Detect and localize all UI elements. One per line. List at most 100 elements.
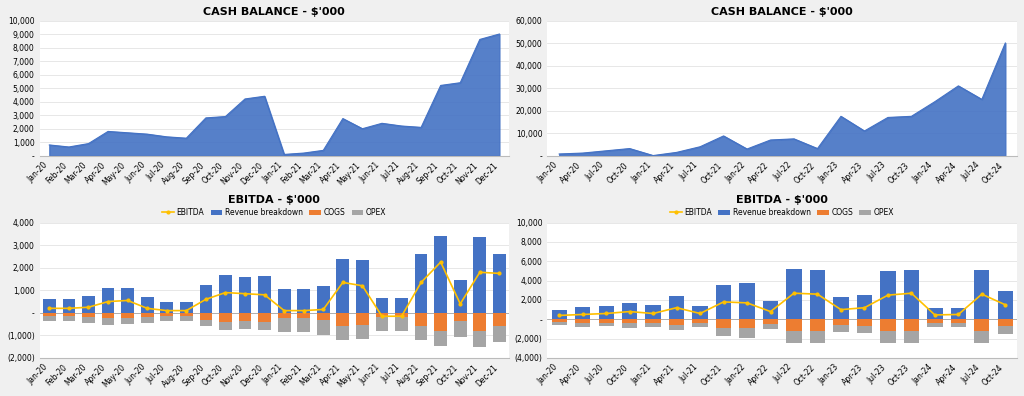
Title: EBITDA - $'000: EBITDA - $'000 [736,195,828,205]
Bar [356,325,369,339]
EBITDA [356,284,369,288]
Bar [239,321,251,329]
Bar [141,317,154,323]
Bar [904,319,919,331]
Bar [297,289,310,313]
Bar [857,295,872,319]
EBITDA [200,297,212,302]
EBITDA [494,271,506,276]
Bar [219,313,231,322]
Bar [43,316,55,321]
Bar [121,318,134,324]
Bar [473,331,486,346]
EBITDA [718,299,730,304]
EBITDA [278,308,290,313]
Bar [786,331,802,343]
Bar [337,313,349,326]
EBITDA [811,292,823,297]
EBITDA [976,292,988,297]
EBITDA [454,301,466,306]
Bar [101,288,115,313]
Legend: EBITDA, Revenue breakdown, COGS, OPEX: EBITDA, Revenue breakdown, COGS, OPEX [667,205,897,220]
EBITDA [219,290,231,295]
Bar [161,316,173,321]
Bar [297,318,310,332]
Bar [180,316,193,321]
Bar [141,313,154,317]
Bar [881,271,896,319]
Bar [434,331,447,346]
Bar [258,322,271,330]
Bar [716,286,731,319]
Bar [316,286,330,313]
Bar [950,308,966,319]
Legend: EBITDA, Revenue breakdown, COGS, OPEX: EBITDA, Revenue breakdown, COGS, OPEX [159,205,389,220]
Bar [669,296,684,319]
Bar [763,324,778,329]
Bar [810,331,825,343]
Bar [141,297,154,313]
Bar [493,313,506,326]
EBITDA [62,306,75,311]
Bar [669,319,684,325]
Bar [669,325,684,330]
Bar [376,317,388,331]
Bar [997,291,1013,319]
Bar [356,313,369,325]
EBITDA [434,260,446,265]
Bar [997,319,1013,326]
Bar [43,299,55,313]
EBITDA [141,306,154,311]
Bar [857,319,872,326]
Bar [454,313,467,321]
Bar [786,319,802,331]
EBITDA [82,305,94,310]
Title: CASH BALANCE - $'000: CASH BALANCE - $'000 [712,7,853,17]
Bar [297,313,310,318]
EBITDA [858,305,870,310]
Bar [395,298,408,313]
Bar [598,323,613,326]
Bar [974,270,989,319]
Bar [101,318,115,325]
Bar [786,269,802,319]
Bar [493,254,506,313]
Bar [857,326,872,333]
EBITDA [764,309,776,314]
Line: EBITDA: EBITDA [558,292,1007,317]
Bar [219,322,231,330]
Bar [82,313,95,317]
Bar [950,323,966,327]
Bar [810,270,825,319]
Bar [834,297,849,319]
EBITDA [600,311,612,316]
Bar [278,313,291,318]
Bar [473,237,486,313]
EBITDA [624,309,636,314]
Bar [180,302,193,313]
Bar [278,318,291,332]
EBITDA [161,308,173,313]
Title: CASH BALANCE - $'000: CASH BALANCE - $'000 [204,7,345,17]
EBITDA [999,303,1012,307]
Bar [997,326,1013,334]
Bar [316,320,330,335]
EBITDA [376,314,388,319]
Bar [881,319,896,331]
Title: EBITDA - $'000: EBITDA - $'000 [228,195,321,205]
Bar [622,323,637,327]
Bar [395,313,408,317]
Bar [62,313,76,316]
Bar [552,322,567,325]
EBITDA [337,280,349,285]
Bar [552,310,567,319]
Bar [82,296,95,313]
EBITDA [298,308,310,313]
Bar [928,319,942,323]
EBITDA [474,270,486,275]
Bar [316,313,330,320]
Bar [434,236,447,313]
Bar [739,328,755,338]
EBITDA [239,291,251,296]
Bar [834,319,849,325]
